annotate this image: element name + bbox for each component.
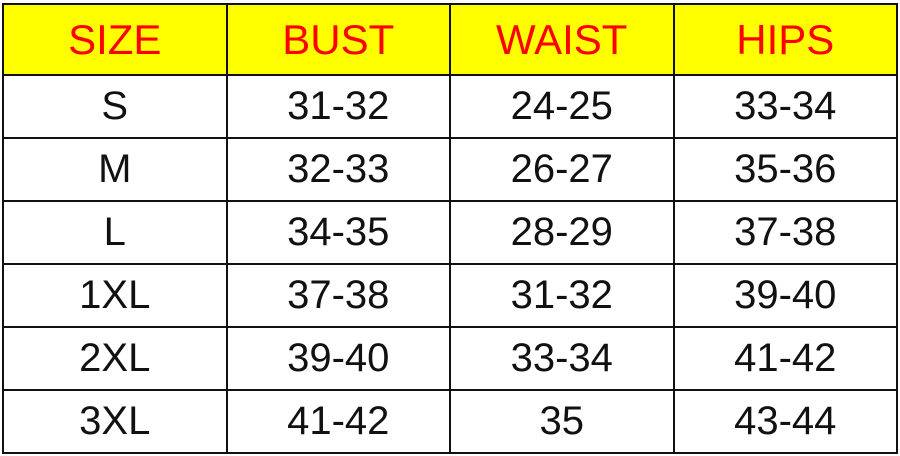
cell-hips: 39-40	[672, 263, 898, 328]
cell-bust: 31-32	[225, 74, 451, 139]
cell-hips: 37-38	[672, 200, 898, 265]
cell-bust: 34-35	[225, 200, 451, 265]
cell-hips: 33-34	[672, 74, 898, 139]
cell-hips: 35-36	[672, 137, 898, 202]
cell-bust: 32-33	[225, 137, 451, 202]
cell-size: 1XL	[2, 263, 228, 328]
cell-waist: 26-27	[449, 137, 675, 202]
table-row: 2XL 39-40 33-34 41-42	[2, 326, 898, 391]
cell-size: 2XL	[2, 326, 228, 391]
size-chart-table: SIZE BUST WAIST HIPS S 31-32 24-25 33-34 M 32…	[2, 3, 898, 454]
cell-hips: 41-42	[672, 326, 898, 391]
header-size: SIZE	[2, 3, 228, 76]
table-row: 3XL 41-42 35 43-44	[2, 389, 898, 454]
cell-size: M	[2, 137, 228, 202]
cell-waist: 31-32	[449, 263, 675, 328]
table-row: 1XL 37-38 31-32 39-40	[2, 263, 898, 328]
table-row: M 32-33 26-27 35-36	[2, 137, 898, 202]
header-row: SIZE BUST WAIST HIPS	[2, 3, 898, 76]
cell-hips: 43-44	[672, 389, 898, 454]
cell-waist: 24-25	[449, 74, 675, 139]
cell-size: 3XL	[2, 389, 228, 454]
header-hips: HIPS	[672, 3, 898, 76]
cell-size: L	[2, 200, 228, 265]
cell-size: S	[2, 74, 228, 139]
cell-waist: 28-29	[449, 200, 675, 265]
cell-waist: 35	[449, 389, 675, 454]
table-row: L 34-35 28-29 37-38	[2, 200, 898, 265]
cell-bust: 39-40	[225, 326, 451, 391]
cell-waist: 33-34	[449, 326, 675, 391]
header-waist: WAIST	[449, 3, 675, 76]
header-bust: BUST	[225, 3, 451, 76]
table-row: S 31-32 24-25 33-34	[2, 74, 898, 139]
cell-bust: 37-38	[225, 263, 451, 328]
cell-bust: 41-42	[225, 389, 451, 454]
